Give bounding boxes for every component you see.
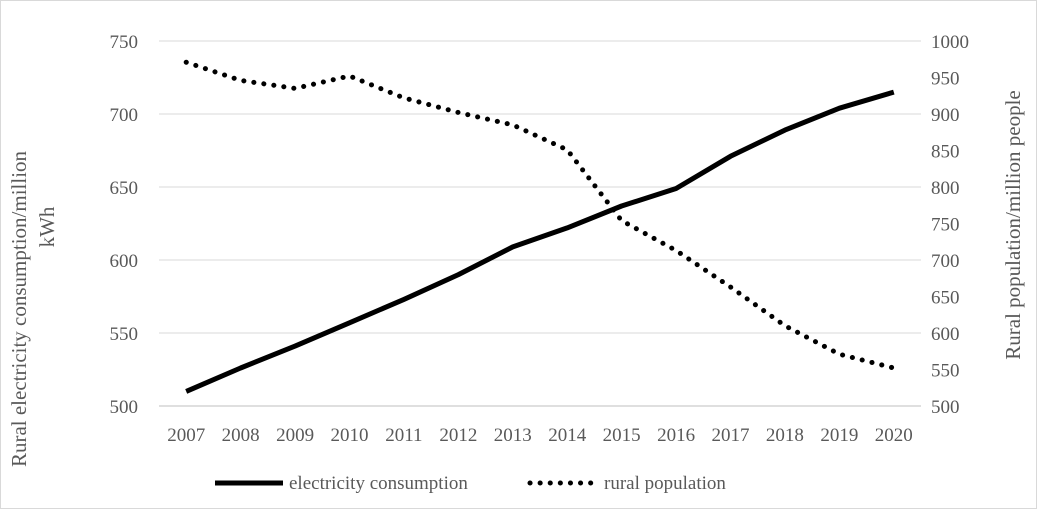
right-tick-label: 600 (931, 324, 960, 345)
right-axis-title: Rural population/million people (1001, 90, 1025, 359)
x-axis-ticks: 2007 2008 2009 2010 2011 2012 2013 2014 2015 2016… (167, 425, 913, 446)
legend-label-electricity-consumption: electricity consumption (289, 473, 468, 494)
right-tick-label: 1000 (931, 32, 969, 53)
x-tick-label: 2007 (167, 425, 205, 446)
left-tick-label: 750 (110, 32, 139, 53)
series-line-rural-population (183, 59, 897, 371)
right-tick-label: 750 (931, 215, 960, 236)
x-tick-label: 2009 (276, 425, 314, 446)
x-tick-label: 2014 (548, 425, 587, 446)
x-tick-label: 2018 (766, 425, 804, 446)
right-tick-label: 700 (931, 251, 960, 272)
x-tick-label: 2020 (875, 425, 913, 446)
series-lines (183, 59, 897, 394)
right-axis-ticks: 500 550 600 650 700 750 800 850 900 950 1000 (931, 32, 969, 418)
x-tick-label: 2013 (494, 425, 532, 446)
x-tick-label: 2016 (657, 425, 695, 446)
left-tick-label: 650 (110, 178, 139, 199)
series-line-electricity-consumption (185, 89, 895, 394)
right-tick-label: 900 (931, 105, 960, 126)
x-tick-label: 2010 (331, 425, 369, 446)
left-tick-label: 600 (110, 251, 139, 272)
right-tick-label: 850 (931, 142, 960, 163)
left-axis-title-line1: Rural electricity consumption/million (7, 150, 31, 467)
x-tick-label: 2011 (385, 425, 422, 446)
left-axis-title-line2: kWh (35, 206, 59, 247)
right-tick-label: 550 (931, 361, 960, 382)
right-tick-label: 650 (931, 288, 960, 309)
x-tick-label: 2017 (712, 425, 750, 446)
right-tick-label: 800 (931, 178, 960, 199)
x-tick-label: 2019 (820, 425, 858, 446)
left-tick-label: 550 (110, 324, 139, 345)
legend: electricity consumption rural population (215, 473, 726, 494)
legend-label-rural-population: rural population (604, 473, 726, 494)
gridlines (159, 40, 921, 407)
right-tick-label: 950 (931, 69, 960, 90)
left-tick-label: 500 (110, 397, 139, 418)
left-axis-ticks: 500 550 600 650 700 750 (110, 32, 139, 418)
left-tick-label: 700 (110, 105, 139, 126)
x-tick-label: 2015 (603, 425, 641, 446)
x-tick-label: 2012 (439, 425, 477, 446)
right-tick-label: 500 (931, 397, 960, 418)
x-tick-label: 2008 (222, 425, 260, 446)
